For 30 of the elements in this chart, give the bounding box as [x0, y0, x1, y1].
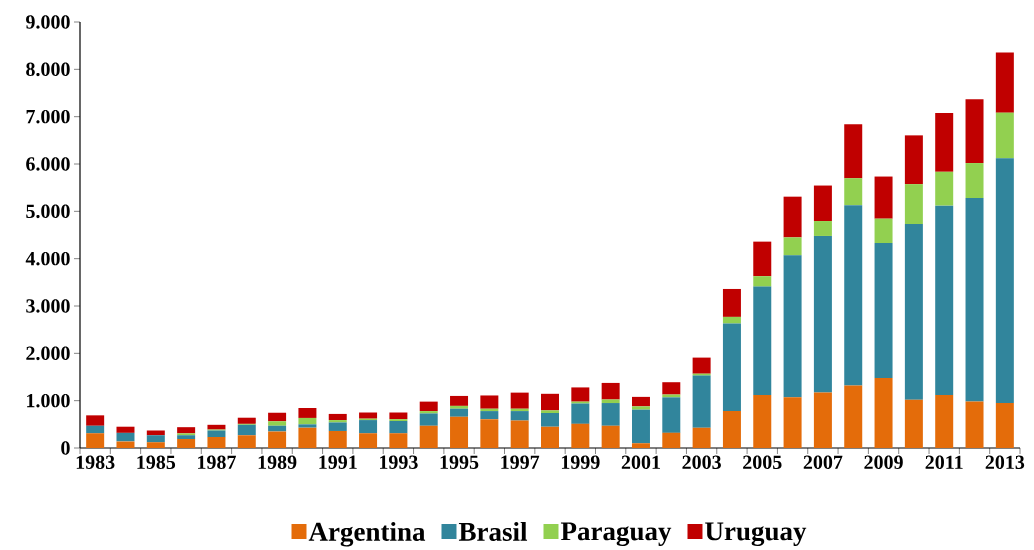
legend-label: Brasil — [458, 521, 528, 541]
x-tick-label: 2003 — [682, 455, 721, 470]
legend-label: Paraguay — [560, 522, 672, 547]
x-tick-label: 2011 — [925, 455, 963, 470]
y-tick-label: 6.000 — [26, 157, 70, 171]
x-tick-label: 2007 — [803, 455, 843, 470]
x-tick-label: 2013 — [985, 455, 1025, 470]
y-tick-label: 4.000 — [25, 251, 70, 266]
y-tick-label: 9.000 — [26, 15, 70, 29]
x-tick-label: 1995 — [440, 455, 479, 469]
x-tick-label: 2001 — [621, 455, 660, 470]
x-tick-label: 1997 — [501, 455, 540, 469]
y-tick-label: 5.000 — [26, 204, 70, 219]
x-tick-label: 2005 — [743, 455, 782, 470]
y-tick-label: 1.000 — [27, 393, 70, 408]
y-tick-label: 3.000 — [26, 299, 70, 313]
y-tick-label: 7.000 — [26, 109, 70, 124]
x-tick-label: 1991 — [319, 455, 357, 469]
x-tick-label: 1983 — [76, 455, 115, 470]
legend-label: Uruguay — [705, 522, 807, 547]
y-tick-label: 2.000 — [26, 346, 70, 361]
x-tick-label: 1993 — [379, 455, 418, 469]
legend-label: Argentina — [308, 521, 426, 547]
x-tick-label: 1989 — [258, 455, 297, 470]
y-tick-label: 8.000 — [26, 62, 70, 77]
x-tick-label: 1999 — [561, 455, 600, 469]
x-tick-label: 2009 — [864, 455, 903, 470]
x-tick-label: 1985 — [137, 455, 176, 470]
y-tick-label: 0 — [61, 441, 70, 455]
x-tick-label: 1987 — [198, 455, 236, 470]
